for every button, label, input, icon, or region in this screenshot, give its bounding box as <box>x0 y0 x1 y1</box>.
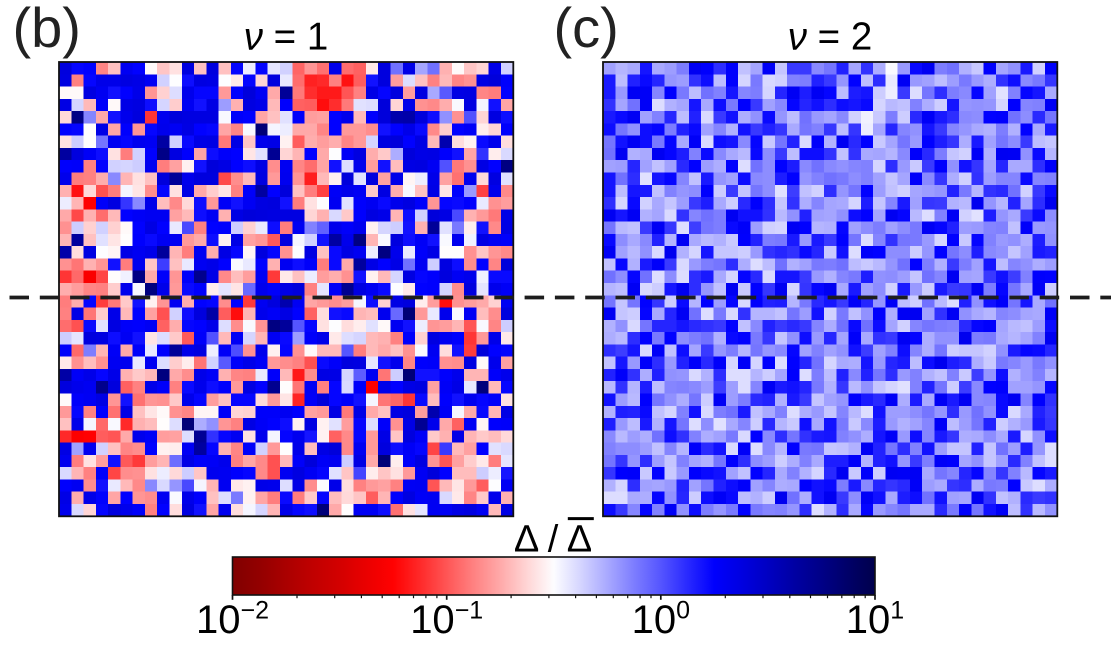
svg-text:Δ / Δ: Δ / Δ <box>514 519 592 561</box>
svg-text:ν = 1: ν = 1 <box>244 15 329 58</box>
svg-text:(b): (b) <box>13 0 81 59</box>
svg-text:(c): (c) <box>554 0 619 59</box>
svg-text:ν = 2: ν = 2 <box>788 15 873 58</box>
